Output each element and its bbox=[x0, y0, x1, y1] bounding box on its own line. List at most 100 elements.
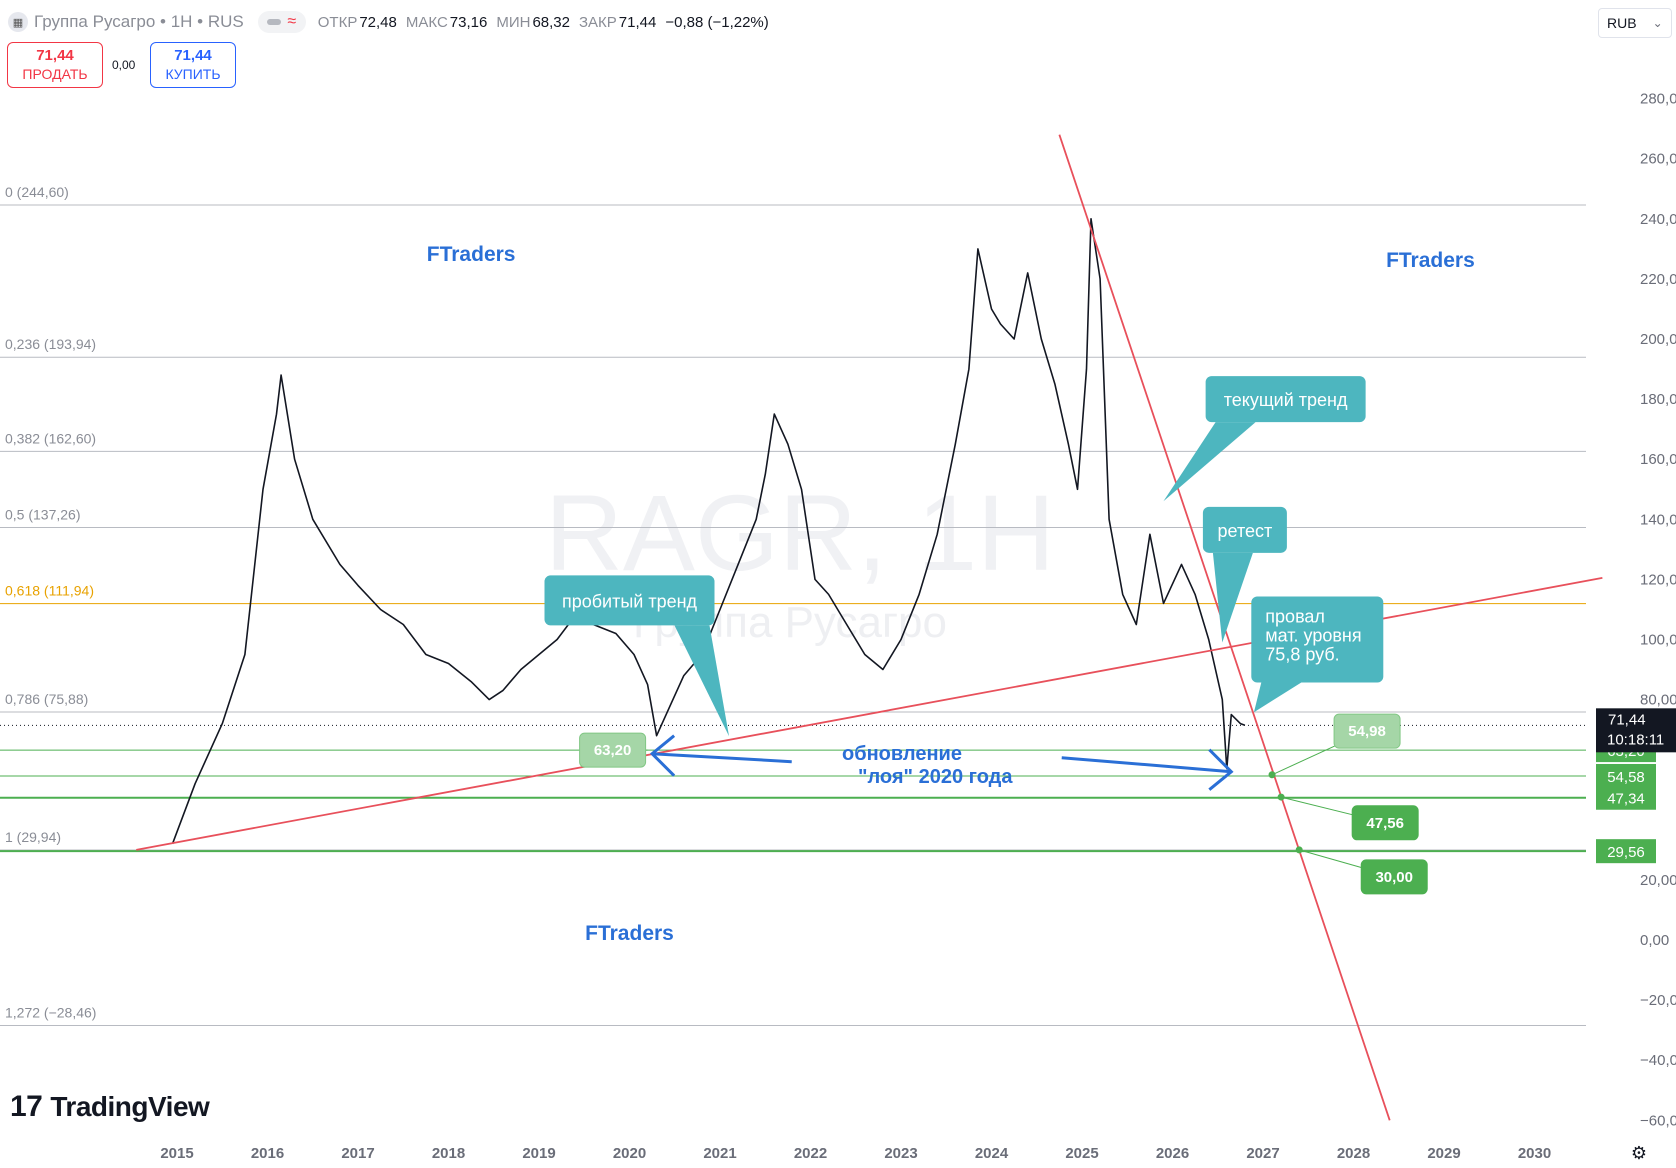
y-axis-tick-label: 140,00 bbox=[1640, 511, 1676, 528]
price-marker-label: 54,98 bbox=[1348, 723, 1386, 740]
price-marker-box[interactable] bbox=[1360, 859, 1428, 895]
x-axis-tick-label: 2023 bbox=[884, 1145, 917, 1162]
y-axis-tick-label: 80,00 bbox=[1640, 692, 1676, 709]
x-axis-tick-label: 2022 bbox=[794, 1145, 827, 1162]
stock-logo-icon: ▦ bbox=[8, 12, 28, 32]
y-axis-tick-label: 220,00 bbox=[1640, 271, 1676, 288]
fib-level-label: 1 (29,94) bbox=[5, 829, 61, 845]
sell-button[interactable]: 71,44 ПРОДАТЬ bbox=[7, 42, 103, 88]
x-axis-tick-label: 2027 bbox=[1246, 1145, 1279, 1162]
low-arrow-left-shaft bbox=[652, 752, 792, 764]
price-marker-label: 30,00 bbox=[1375, 869, 1413, 886]
open-label: ОТКР bbox=[317, 13, 358, 31]
fib-level-label: 0,5 (137,26) bbox=[5, 507, 81, 523]
x-axis-tick-label: 2019 bbox=[522, 1145, 555, 1162]
buy-button[interactable]: 71,44 КУПИТЬ bbox=[150, 42, 236, 88]
x-axis-tick-label: 2017 bbox=[341, 1145, 374, 1162]
x-axis-tick-label: 2029 bbox=[1427, 1145, 1460, 1162]
callout-text: ретест bbox=[1218, 521, 1273, 541]
ftraders-watermark: FTraders bbox=[427, 243, 516, 266]
callout-text: 75,8 руб. bbox=[1265, 645, 1339, 665]
tv-logo-text: TradingView bbox=[50, 1091, 210, 1122]
y-axis-tick-label: 0,00 bbox=[1640, 932, 1669, 949]
axis-price-tag-label: 47,34 bbox=[1607, 791, 1645, 808]
settings-icon[interactable]: ⚙ bbox=[1630, 1143, 1648, 1163]
x-axis-tick-label: 2016 bbox=[251, 1145, 284, 1162]
fib-level-label: 1,272 (−28,46) bbox=[5, 1005, 96, 1021]
currency-value: RUB bbox=[1607, 15, 1637, 31]
y-axis-tick-label: 20,00 bbox=[1640, 872, 1676, 889]
callout-pointer bbox=[1253, 682, 1302, 713]
price-series-line bbox=[171, 218, 1246, 845]
low-update-annotation: "лоя" 2020 года bbox=[858, 766, 1013, 788]
marker-anchor-dot bbox=[1277, 793, 1285, 801]
indicator-toggle[interactable]: ≈ bbox=[257, 11, 306, 33]
current-price-tag bbox=[1596, 708, 1676, 753]
arrow-right-icon bbox=[1208, 748, 1234, 791]
symbol-title[interactable]: Группа Русагро • 1H • RUS bbox=[34, 12, 244, 31]
callout-pointer bbox=[1163, 422, 1256, 502]
sell-label: ПРОДАТЬ bbox=[22, 66, 88, 82]
y-axis-tick-label: 160,00 bbox=[1640, 451, 1676, 468]
callout-pointer bbox=[674, 625, 730, 737]
minus-icon bbox=[267, 19, 282, 25]
low-arrow-right-shaft bbox=[1061, 756, 1232, 774]
price-marker-box[interactable] bbox=[1351, 805, 1419, 841]
callout-box[interactable] bbox=[1205, 376, 1366, 423]
spread-value: 0,00 bbox=[112, 58, 136, 72]
y-axis-tick-label: 100,00 bbox=[1640, 632, 1676, 649]
y-axis-tick-label: 240,00 bbox=[1640, 211, 1676, 228]
axis-price-tag-label: 29,56 bbox=[1607, 844, 1645, 861]
price-change: −0,88 (−1,22%) bbox=[665, 13, 769, 31]
y-axis-tick-label: 260,00 bbox=[1640, 151, 1676, 168]
close-value: 71,44 bbox=[618, 13, 657, 31]
arrow-left-icon bbox=[649, 734, 676, 777]
tv-mark-icon: 17 bbox=[10, 1090, 43, 1123]
axis-price-tag-label: 54,58 bbox=[1607, 769, 1645, 786]
x-axis-tick-label: 2021 bbox=[703, 1145, 736, 1162]
current-price-tag-label: 71,44 bbox=[1608, 711, 1646, 728]
tradingview-logo[interactable]: 17 TradingView bbox=[10, 1090, 210, 1124]
callout-box[interactable] bbox=[544, 575, 715, 626]
currency-select[interactable]: RUB ⌄ bbox=[1598, 8, 1672, 38]
callout-box[interactable] bbox=[1202, 506, 1287, 553]
y-axis-tick-label: −20,00 bbox=[1640, 992, 1676, 1009]
callout-box[interactable] bbox=[1251, 596, 1384, 683]
price-marker-box[interactable] bbox=[579, 732, 647, 768]
callout-text: мат. уровня bbox=[1265, 626, 1361, 646]
y-axis-tick-label: 280,00 bbox=[1640, 91, 1676, 108]
low-value: 68,32 bbox=[532, 13, 570, 31]
marker-anchor-dot bbox=[1268, 771, 1276, 779]
open-value: 72,48 bbox=[359, 13, 397, 31]
y-axis-tick-label: 200,00 bbox=[1640, 331, 1676, 348]
x-axis-tick-label: 2015 bbox=[160, 1145, 193, 1162]
current-price-time-label: 10:18:11 bbox=[1607, 731, 1664, 748]
fib-level-label: 0,382 (162,60) bbox=[5, 430, 96, 446]
low-update-annotation: обновление bbox=[842, 743, 962, 765]
x-axis-tick-label: 2028 bbox=[1337, 1145, 1370, 1162]
axis-price-tag bbox=[1596, 785, 1656, 810]
callout-text: текущий тренд bbox=[1224, 390, 1348, 410]
high-value: 73,16 bbox=[449, 13, 488, 31]
marker-anchor-dot bbox=[1295, 846, 1303, 854]
callout-text: провал bbox=[1265, 607, 1325, 627]
axis-price-tag bbox=[1596, 763, 1656, 788]
price-marker-label: 63,20 bbox=[594, 742, 632, 759]
fib-level-label: 0 (244,60) bbox=[5, 184, 69, 200]
buy-label: КУПИТЬ bbox=[165, 66, 221, 82]
price-marker-box[interactable] bbox=[1333, 713, 1401, 749]
x-axis-tick-label: 2026 bbox=[1156, 1145, 1189, 1162]
chevron-down-icon: ⌄ bbox=[1652, 16, 1663, 30]
axis-price-tag bbox=[1596, 839, 1656, 864]
fib-level-label: 0,786 (75,88) bbox=[5, 691, 88, 707]
wave-icon: ≈ bbox=[287, 13, 297, 30]
price-marker-label: 47,56 bbox=[1366, 815, 1404, 832]
x-axis-tick-label: 2018 bbox=[432, 1145, 465, 1162]
x-axis-tick-label: 2020 bbox=[613, 1145, 646, 1162]
callout-pointer bbox=[1212, 552, 1253, 643]
sell-price: 71,44 bbox=[36, 47, 74, 64]
ftraders-watermark: FTraders bbox=[1386, 249, 1475, 272]
y-axis-tick-label: −60,00 bbox=[1640, 1112, 1676, 1129]
close-label: ЗАКР bbox=[578, 13, 617, 31]
